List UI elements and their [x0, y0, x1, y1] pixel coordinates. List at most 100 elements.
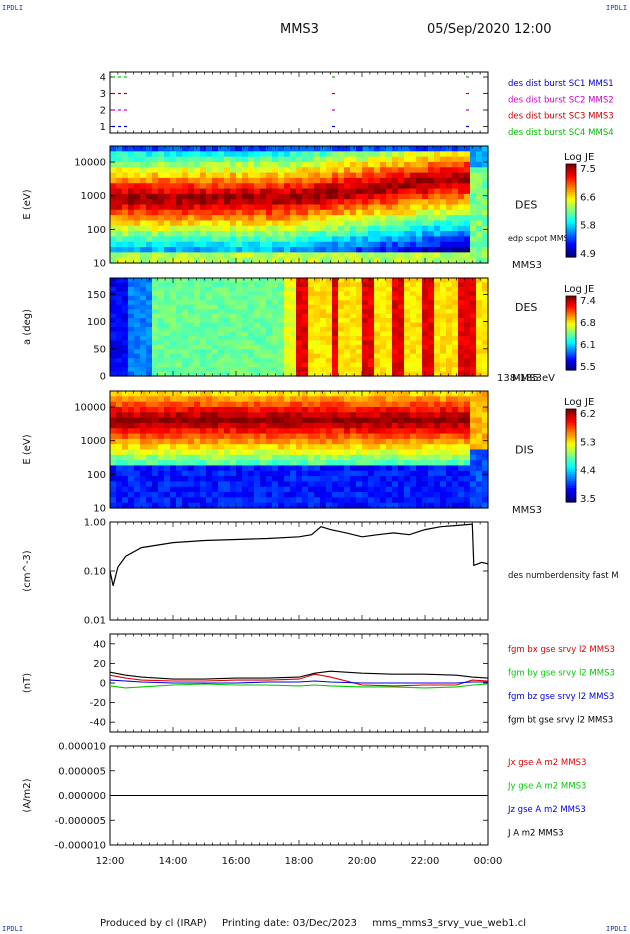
dis-energy-cell [416, 401, 423, 408]
des-pitch-cell [476, 331, 483, 337]
des-pitch-cell [302, 340, 309, 346]
des-pitch-cell [464, 291, 471, 297]
dis-energy-cell [200, 497, 207, 504]
des-pitch-cell [134, 322, 141, 328]
des-pitch-cell [260, 327, 267, 333]
dis-energy-cell [386, 396, 393, 403]
dis-energy-cell [140, 433, 147, 440]
dis-energy-cell [308, 492, 315, 498]
des-pitch-cell [206, 309, 213, 315]
des-pitch-cell [308, 335, 315, 341]
des-energy-cell [134, 156, 141, 163]
dis-energy-cell [182, 476, 189, 483]
des-pitch-cell [452, 340, 459, 346]
dis-energy-cell [266, 396, 273, 403]
des-pitch-cell [176, 278, 183, 284]
dis-energy-cell [170, 449, 177, 456]
dis-energy-cell [320, 412, 327, 419]
des-pitch-cell [164, 362, 171, 368]
dis-energy-cell [374, 401, 381, 408]
des-pitch-cell [398, 304, 405, 310]
des-energy-cell [434, 167, 441, 174]
des-pitch-cell [260, 362, 267, 368]
des-energy-cell [308, 183, 315, 190]
des-pitch-cell [416, 367, 423, 373]
des-energy-colorbar-step [566, 245, 576, 249]
des-energy-cell [350, 183, 357, 190]
des-pitch-cell [416, 313, 423, 319]
des-energy-cell [320, 156, 327, 163]
des-pitch-cell [326, 313, 333, 319]
des-energy-cell [248, 193, 255, 200]
des-pitch-cell [188, 340, 195, 346]
des-energy-cell [308, 241, 315, 248]
dis-energy-cell [392, 391, 399, 397]
dis-energy-cell [230, 438, 237, 445]
des-pitch-cell [416, 282, 423, 288]
dis-energy-cell [200, 470, 207, 477]
des-energy-cell [224, 257, 231, 264]
dis-energy-cell [146, 396, 153, 403]
dis-energy-cell [458, 481, 465, 488]
des-pitch-cell [320, 358, 327, 364]
dis-energy-cell [422, 470, 429, 477]
dis-energy-cell [170, 406, 177, 413]
des-energy-colorbar-step [566, 217, 576, 221]
dis-energy-cell [206, 428, 213, 435]
des-pitch-cell [314, 295, 321, 301]
dis-energy-cell [452, 492, 459, 498]
des-energy-cell [368, 199, 375, 206]
des-pitch-cell [194, 304, 201, 310]
des-energy-cell [404, 209, 411, 216]
dis-energy-cell [332, 406, 339, 413]
des-energy-cell [272, 231, 279, 238]
des-energy-cell [434, 161, 441, 168]
des-energy-cell [296, 236, 303, 243]
des-pitch-cell [230, 331, 237, 337]
des-pitch-cell [278, 335, 285, 341]
des-energy-cell [476, 247, 483, 253]
dis-energy-cell [470, 433, 477, 440]
des-pitch-cell [254, 331, 261, 337]
des-energy-cell [164, 177, 171, 184]
des-pitch-cell [272, 335, 279, 341]
des-energy-cell [452, 199, 459, 206]
des-energy-cell [398, 209, 405, 216]
dis-energy-cell [134, 470, 141, 477]
des-energy-cell [182, 209, 189, 216]
des-pitch-cell [398, 358, 405, 364]
des-energy-cell [434, 241, 441, 248]
des-energy-cell [368, 204, 375, 211]
dis-energy-cell [260, 391, 267, 397]
dis-energy-cell [158, 454, 165, 461]
dis-energy-cell [110, 449, 117, 456]
des-pitch-cell [290, 349, 297, 355]
des-pitch-cell [116, 318, 123, 324]
des-energy-cell [254, 247, 261, 253]
des-pitch-cell [368, 278, 375, 284]
des-energy-cell [326, 151, 333, 158]
dis-energy-cell [386, 406, 393, 413]
des-pitch-cell [236, 371, 243, 377]
dis-energy-cell [386, 486, 393, 493]
des-energy-cell [380, 215, 387, 222]
des-pitch-cell [338, 344, 345, 350]
des-pitch-cell [434, 335, 441, 341]
des-energy-cell [428, 231, 435, 238]
des-energy-cell [476, 204, 483, 211]
des-energy-cell [158, 151, 165, 158]
des-pitch-cell [122, 286, 129, 292]
burst-legend-entry: des dist burst SC1 MMS1 [508, 79, 614, 89]
dis-energy-cell [374, 497, 381, 504]
des-energy-cell [374, 215, 381, 222]
des-energy-cell [476, 231, 483, 238]
des-pitch-cell [170, 313, 177, 319]
des-pitch-cell [320, 309, 327, 315]
des-pitch-cell [140, 291, 147, 297]
des-pitch-cell [230, 371, 237, 377]
des-pitch-cell [332, 344, 339, 350]
dis-energy-cell [416, 433, 423, 440]
des-energy-cell [476, 225, 483, 232]
des-energy-cell [248, 188, 255, 195]
des-energy-cell [344, 188, 351, 195]
